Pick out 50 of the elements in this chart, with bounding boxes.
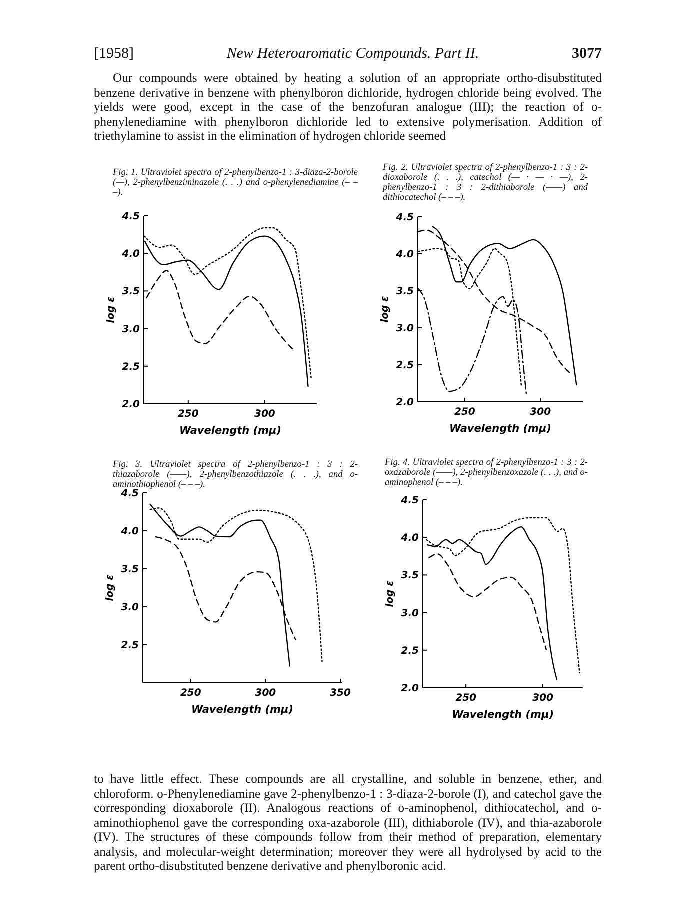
x-tick-label: 250 [178,409,199,420]
y-axis-title: log ε [385,580,396,608]
x-tick-label: 300 [254,409,276,420]
text: New Heteroaromatic Compounds. Part II. [226,46,480,63]
x-axis-title: Wavelength (mμ) [449,423,552,435]
x-axis-title: Wavelength (mμ) [452,709,554,721]
y-tick-label: 2.5 [401,646,420,657]
y-tick-label: 4.0 [121,249,140,260]
y-axis-title: log ε [106,296,117,324]
y-axis-title: log ε [105,574,116,602]
y-tick-label: 2.5 [121,640,140,652]
line-series [428,554,547,650]
y-tick-label: 4.0 [400,533,420,544]
y-tick-label: 3.5 [396,286,414,298]
y-tick-label: 3.5 [121,564,140,576]
text: Our compounds were obtained by heating a solution of an appropriate ortho-disubstituted benzene derivative in benzene with phenylboron dichloride, hydrogen chloride being evolved. The yields were good, except in the case of the benzofuran analogue (III); the reaction of o-phenylenediamine with phenylboron dichloride led to extensive polymerisation. Addition of triethylamine to assist in the elimination of hydrogen chloride seemed [94,71,602,144]
text: [1958] [94,46,134,63]
y-tick-label: 3.0 [401,608,420,620]
y-tick-label: 2.0 [396,398,414,408]
text: to have little effect. These compounds are all crystalline, and soluble in benzene, ether, and chloroform. o-Phenylenediamine gave 2-phenylbenzo-1 : 3-diaza-2-borole (I), and catechol gave the corresponding dioxaborole (II). Analogous reactions of o-aminophenol, dithiocatechol, and o-aminothiophenol gave the corresponding oxa-azaborole (III), dithiaborole (IV), and thia-azaborole (IV). The structures of these compounds follow from their method of preparation, elementary analysis, and molecular-weight determination; moreover they were all hydrolysed by acid to the parent ortho-disubstituted benzene derivative and phenylboronic acid. [94,772,602,874]
y-axis-title: log ε [380,296,391,323]
x-tick-label: 350 [330,688,351,699]
y-tick-label: 4.5 [400,496,420,506]
chart-title: Fig. 3. Ultraviolet spectra of 2-phenylbenzo-1 : 3 : 2-thiazaborole (——), 2-phenylbenzothiazole (. . .), and o-aminothiophenol (– – –). [113,460,358,490]
chart-title: Fig. 4. Ultraviolet spectra of 2-phenylbenzo-1 : 3 : 2-oxazaborole (——), 2-phenylbenzoxazole (. . .), and o-aminophenol (– – –). [385,458,588,488]
x-tick-label: 300 [255,688,276,699]
y-tick-label: 4.5 [395,212,414,224]
x-tick-label: 250 [180,688,202,699]
y-tick-label: 3.5 [401,570,420,582]
y-tick-label: 2.0 [401,684,420,694]
y-tick-label: 4.5 [121,212,140,222]
y-tick-label: 3.0 [396,324,414,334]
x-axis-title: Wavelength (mμ) [179,425,282,437]
y-tick-label: 3.0 [122,324,140,336]
y-tick-label: 4.0 [120,526,140,538]
x-axis-title: Wavelength (mμ) [191,704,294,716]
y-tick-label: 3.5 [122,286,140,298]
y-tick-label: 2.0 [122,400,140,410]
chart-title: Fig. 2. Ultraviolet spectra of 2-phenylbenzo-1 : 3 : 2-dioxaborole (. . .), catechol (— · — · —), 2-phenylbenzo-1 : 3 : 2-dithiaborole (——) and dithiocatechol (– – –). [383,163,588,203]
y-tick-label: 2.5 [122,362,140,373]
x-tick-label: 250 [454,407,476,418]
chart-title: Fig. 1. Ultraviolet spectra of 2-phenylbenzo-1 : 3-diaza-2-borole (—), 2-phenylbenziminazole (. . .) and o-phenylenediamine (– – –). [113,168,358,198]
y-tick-label: 4.0 [395,250,414,260]
y-tick-label: 3.0 [121,602,140,614]
x-tick-label: 250 [456,693,477,704]
y-tick-label: 2.5 [396,360,414,372]
x-tick-label: 300 [530,407,552,418]
text: 3077 [572,46,602,63]
y-tick-label: 4.5 [120,488,140,500]
x-tick-label: 300 [532,693,554,704]
